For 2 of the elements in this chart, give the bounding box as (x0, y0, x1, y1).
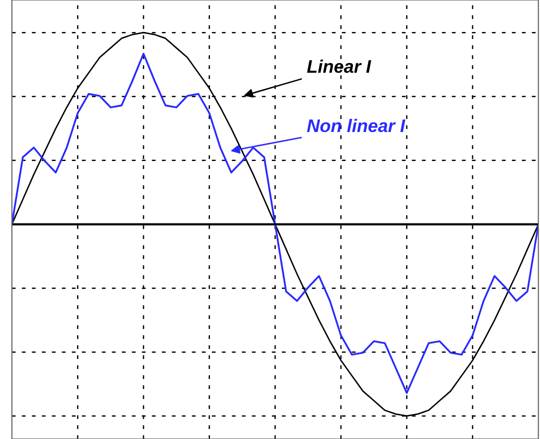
annotation: Non linear I (307, 118, 406, 132)
annotation: Linear I (307, 60, 372, 73)
